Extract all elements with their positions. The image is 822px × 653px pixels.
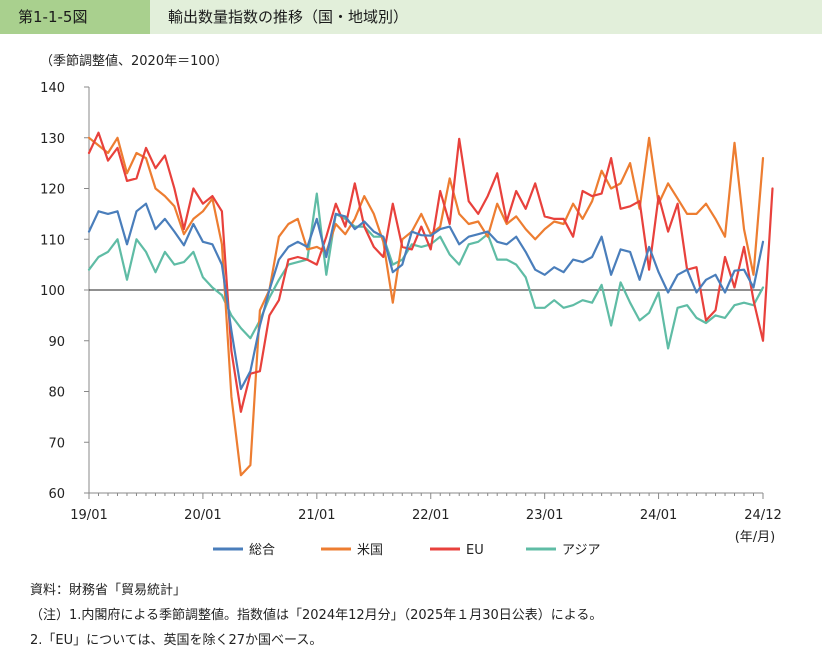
x-tick-label: 22/01	[412, 508, 449, 523]
x-tick-label: 24/01	[640, 508, 677, 523]
series-line-eu	[87, 131, 774, 413]
chart-legend: 総合 米国 EU アジア	[213, 543, 600, 558]
figure-header: 第1-1-5図 輸出数量指数の推移（国・地域別）	[0, 0, 822, 34]
x-tick-label: 20/01	[184, 508, 221, 523]
legend-label: アジア	[562, 543, 600, 558]
y-tick-label: 70	[48, 436, 65, 451]
footnote-2: 2.「EU」については、英国を除く27か国ベース。	[30, 633, 323, 648]
source-note: 資料：財務省「貿易統計」	[30, 583, 187, 598]
y-tick-label: 100	[40, 284, 65, 299]
export-volume-line-chart: 60 70 80 90 100 110 120 130 140 19/01 20/01 21/01 22…	[40, 81, 782, 558]
y-tick-label: 60	[48, 487, 65, 502]
footnote-1: （注）1.内閣府による季節調整値。指数値は「2024年12月分」（2025年１月…	[30, 608, 603, 623]
y-tick-label: 120	[40, 183, 65, 198]
x-tick-label: 23/01	[526, 508, 563, 523]
x-tick-label: 19/01	[70, 508, 107, 523]
chart-axes: 60 70 80 90 100 110 120 130 140 19/01 20/01 21/01 22…	[40, 81, 782, 545]
figure-title: 輸出数量指数の推移（国・地域別）	[168, 8, 409, 26]
y-tick-label: 110	[40, 233, 65, 248]
series-line-asia	[87, 192, 765, 350]
legend-label: 米国	[357, 543, 383, 558]
y-tick-label: 80	[48, 386, 65, 401]
series-line-sogo	[87, 202, 765, 391]
x-tick-label: 24/12	[744, 508, 781, 523]
y-axis-unit-label: （季節調整値、2020年＝100）	[40, 54, 228, 69]
series-line-us	[87, 136, 765, 477]
y-tick-label: 90	[48, 335, 65, 350]
legend-label: EU	[466, 543, 484, 558]
x-axis-unit: (年/月)	[735, 530, 776, 545]
x-tick-label: 21/01	[298, 508, 335, 523]
legend-label: 総合	[249, 543, 275, 558]
chart-series-lines	[87, 131, 774, 477]
figure-number: 第1-1-5図	[0, 0, 150, 34]
y-tick-label: 140	[40, 81, 65, 96]
chart-notes: 資料：財務省「貿易統計」 （注）1.内閣府による季節調整値。指数値は「2024年…	[30, 578, 602, 653]
y-tick-label: 130	[40, 132, 65, 147]
